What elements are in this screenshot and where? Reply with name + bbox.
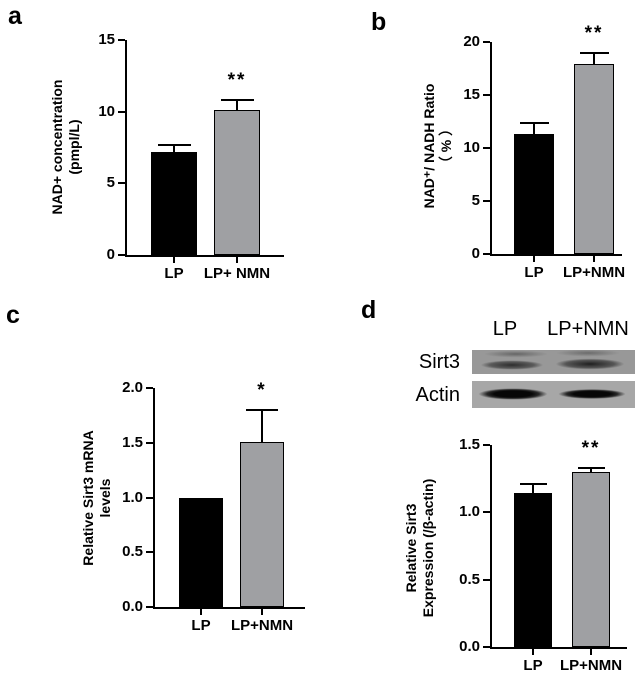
y-axis-tick-label: 0 [471,245,480,262]
y-axis-tick-label: 1.0 [122,488,143,506]
y-axis-tick-label: 2.0 [122,379,143,396]
panel-d-chart: 0.0 0.5 1.0 1.5 LP LP+NMN ** [459,437,627,674]
panel-d-y-axis-title-line2: Expression (/β-actin) [420,478,436,618]
panel-d-y-axis-title: Relative Sirt3 Expression (/β-actin) [403,398,437,676]
x-category-label: LP+NMN [559,657,623,674]
x-category-label: LP+NMN [562,264,626,281]
y-axis-tick-label: 0.0 [122,598,143,615]
panel-b-letter: b [371,8,387,36]
y-axis-tick [146,496,153,499]
panel-a-letter: a [8,2,22,30]
blot-column-label-lp-nmn: LP+NMN [547,318,629,340]
data-bar [179,497,223,607]
error-bar [261,409,263,442]
y-axis-tick-label: 5 [471,192,480,209]
error-bar-cap [246,408,278,411]
y-axis-tick [483,646,490,648]
error-bar [533,122,535,135]
panel-d-letter: d [361,296,377,324]
x-axis-tick [593,254,595,262]
x-category-label: LP [523,657,543,674]
panel-c-letter: c [6,301,20,329]
blot-row-label-actin: Actin [415,384,460,406]
y-axis-tick [146,441,153,444]
y-axis-tick [483,41,490,43]
y-axis-tick-label: 10 [98,102,115,120]
x-axis-tick [173,255,175,263]
data-bar [240,441,284,607]
data-bar [514,134,554,254]
x-axis-tick [261,607,263,615]
error-bar [236,100,238,111]
panel-a-y-axis-title-line2: (pmpl/L) [66,119,82,175]
y-axis-tick [483,578,490,581]
x-axis-tick [532,647,534,655]
y-axis-tick [146,387,153,389]
error-bar [593,52,595,65]
y-axis-tick-label: 0 [106,246,115,263]
x-category-label: LP+NMN [230,617,294,634]
x-axis-tick [590,647,592,655]
y-axis-tick [483,94,490,96]
blot-row-label-sirt3: Sirt3 [418,351,460,373]
error-bar [173,144,175,152]
y-axis-tick [118,254,125,256]
data-bar [151,151,197,255]
significance-label: * [257,379,267,401]
y-axis-tick [118,110,125,113]
significance-label: ** [581,437,601,459]
y-axis-tick-label: 10 [463,139,480,156]
data-bar [514,493,552,647]
y-axis-tick [483,444,490,446]
y-axis-tick [118,182,125,185]
x-axis-tick [200,607,202,615]
y-axis-tick-label: 0.5 [459,570,480,588]
error-bar-cap [577,466,605,469]
x-axis-tick [236,255,238,263]
y-axis-tick [483,147,490,149]
x-category-label: LP+ NMN [203,265,271,282]
y-axis-tick-label: 0.0 [459,638,480,655]
y-axis-tick-label: 1.5 [459,436,480,453]
y-axis-tick-label: 0.5 [122,543,143,561]
y-axis-tick-label: 15 [463,86,480,103]
panel-d-y-axis-title-line1: Relative Sirt3 [403,503,419,593]
error-bar-cap [519,121,549,124]
y-axis-tick-label: 15 [98,31,115,48]
panel-c-y-axis-title-line1: Relative Sirt3 mRNA [80,430,96,566]
x-category-label: LP [524,264,544,281]
y-axis-tick [483,253,490,255]
panel-a-y-axis-title-line1: NAD+ concentration [49,79,65,215]
x-axis-tick [533,254,535,262]
significance-label: ** [584,22,604,44]
western-blot-sirt3-band-image [472,350,635,374]
data-bar [574,64,614,254]
y-axis-tick [483,511,490,514]
error-bar-cap [519,483,547,486]
y-axis-tick-label: 5 [106,174,115,192]
x-category-label: LP [164,265,184,282]
y-axis-tick-label: 20 [463,33,480,50]
panel-b-chart: 0 5 10 15 20 LP LP+NMN ** [463,23,625,281]
y-axis-tick [146,551,153,554]
y-axis-tick-label: 1.5 [122,433,143,451]
error-bar-cap [220,99,254,102]
panel-a-chart: 0 5 10 15 LP LP+ NMN ** [98,32,284,282]
error-bar [532,484,534,494]
y-axis-tick [146,606,153,608]
error-bar-cap [579,51,609,54]
western-blot-actin-band-image [472,381,635,408]
error-bar-cap [157,143,191,146]
blot-column-label-lp: LP [492,318,518,340]
y-axis-tick [118,39,125,41]
x-category-label: LP [191,617,211,634]
y-axis-tick-label: 1.0 [459,503,480,521]
y-axis-tick [483,200,490,202]
significance-label: ** [227,70,247,92]
panel-c-chart: 0.0 0.5 1.0 1.5 2.0 LP LP+NMN * [122,380,305,634]
data-bar [572,471,610,647]
error-bar [590,467,592,472]
data-bar [214,110,260,255]
